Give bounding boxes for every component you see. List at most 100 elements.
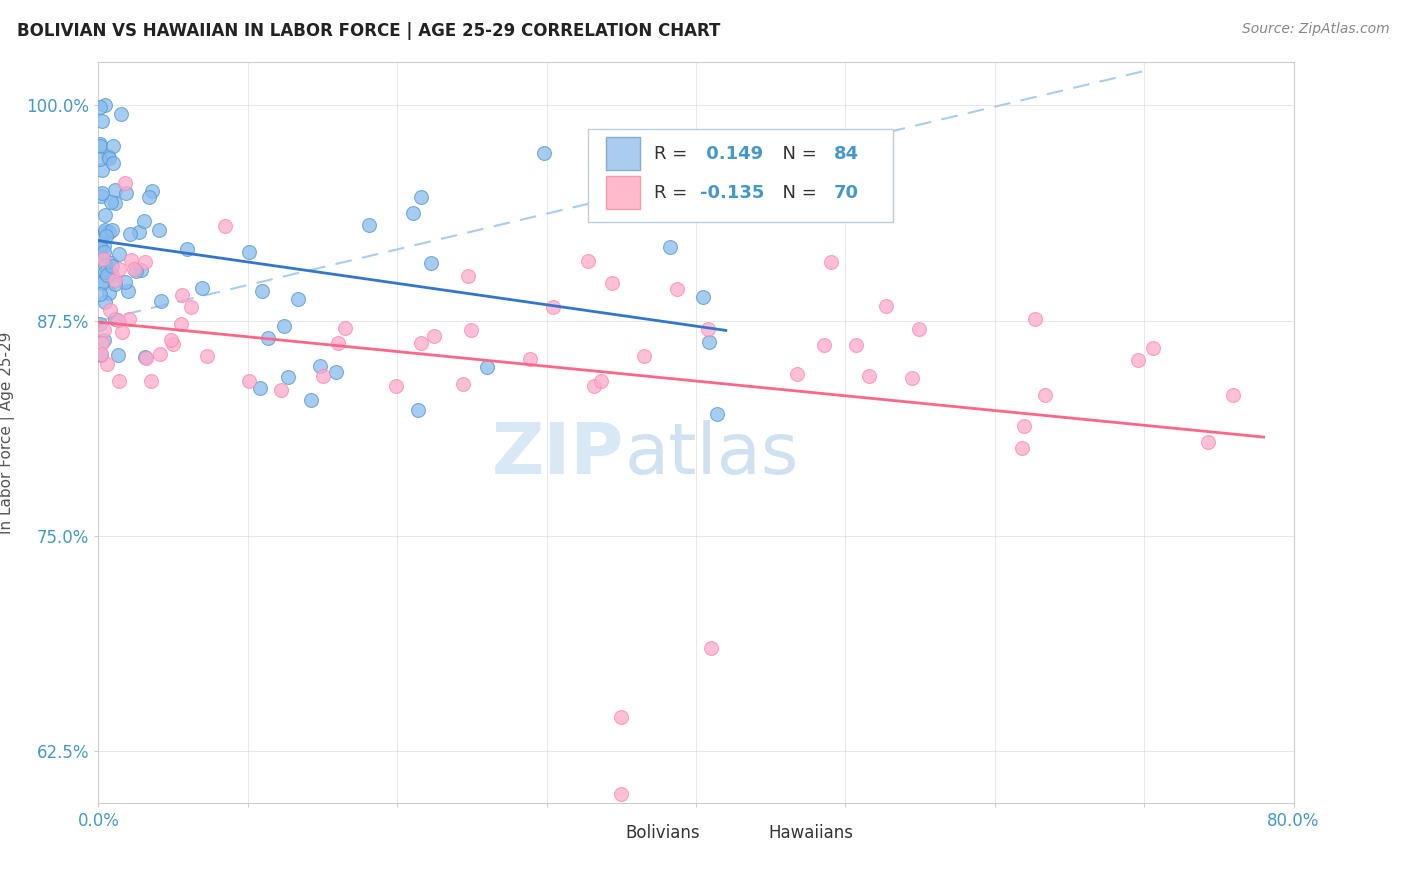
Point (94, 223, 117, 237)
Point (160, 333, 183, 347)
Point (118, 227, 141, 241)
Point (786, 367, 808, 381)
Point (90, 346, 112, 360)
Point (406, 403, 429, 417)
Point (131, 263, 153, 277)
Text: atlas: atlas (624, 420, 799, 490)
Point (328, 335, 350, 350)
Point (104, 277, 127, 291)
Point (591, 374, 613, 388)
Text: N =: N = (772, 145, 823, 162)
Point (94, 258, 117, 272)
Point (420, 256, 443, 270)
Point (111, 326, 134, 340)
FancyBboxPatch shape (606, 136, 640, 170)
Text: Bolivians: Bolivians (626, 824, 700, 842)
Point (858, 368, 880, 383)
Point (176, 242, 198, 256)
Point (162, 337, 184, 351)
Point (93, 208, 115, 222)
Point (117, 284, 139, 298)
Point (277, 369, 299, 384)
Point (411, 190, 433, 204)
Point (93, 295, 115, 310)
Point (89, 287, 111, 301)
Point (98, 225, 121, 239)
Point (457, 269, 479, 284)
Point (104, 195, 127, 210)
Point (103, 139, 125, 153)
Point (125, 264, 148, 278)
Point (108, 247, 131, 261)
Point (91, 276, 114, 290)
Point (633, 349, 655, 363)
Point (90, 114, 112, 128)
Point (96, 229, 118, 244)
Point (107, 348, 129, 362)
Point (1128, 353, 1150, 368)
Point (325, 365, 347, 379)
Point (666, 281, 689, 295)
Point (475, 359, 498, 374)
Point (108, 262, 131, 277)
Point (94, 98, 117, 112)
Text: Hawaiians: Hawaiians (769, 824, 853, 842)
Point (114, 176, 136, 190)
Point (357, 218, 380, 232)
Point (94, 264, 117, 278)
Point (813, 338, 835, 352)
Point (93, 239, 115, 253)
Point (273, 318, 295, 333)
Point (128, 225, 150, 239)
Point (299, 392, 322, 407)
Point (180, 300, 202, 314)
Point (89, 137, 111, 152)
Point (519, 352, 541, 367)
Point (423, 329, 446, 343)
Point (93, 333, 115, 347)
Point (91, 186, 114, 201)
Text: BOLIVIAN VS HAWAIIAN IN LABOR FORCE | AGE 25-29 CORRELATION CHART: BOLIVIAN VS HAWAIIAN IN LABOR FORCE | AG… (17, 22, 720, 40)
FancyBboxPatch shape (595, 822, 619, 844)
Point (108, 374, 131, 388)
Point (96, 263, 118, 277)
Point (901, 371, 924, 385)
Point (238, 244, 260, 259)
Point (101, 155, 124, 169)
FancyBboxPatch shape (606, 176, 640, 210)
Point (148, 223, 170, 237)
Point (91, 335, 114, 350)
Point (679, 200, 702, 214)
Point (172, 288, 194, 302)
Point (135, 351, 157, 365)
Point (93, 244, 115, 259)
Point (775, 805, 797, 819)
Point (238, 374, 260, 388)
Point (533, 145, 555, 160)
Point (1197, 434, 1219, 449)
Point (89, 249, 111, 263)
Point (89, 100, 111, 114)
Text: N =: N = (772, 184, 823, 202)
Point (600, 276, 623, 290)
Point (582, 379, 605, 393)
Point (706, 407, 728, 421)
Point (107, 312, 129, 326)
Point (1222, 388, 1244, 402)
Point (98, 302, 121, 317)
Point (610, 709, 633, 723)
Point (89, 139, 111, 153)
Point (451, 377, 474, 392)
Point (120, 253, 142, 268)
Point (96, 268, 118, 283)
Point (91, 274, 114, 288)
Point (96, 357, 118, 371)
Point (101, 259, 124, 273)
Point (90, 163, 112, 178)
Point (134, 214, 156, 228)
FancyBboxPatch shape (589, 129, 893, 221)
Point (576, 254, 599, 268)
Point (104, 183, 127, 197)
Point (409, 335, 432, 350)
Text: 70: 70 (834, 184, 859, 202)
